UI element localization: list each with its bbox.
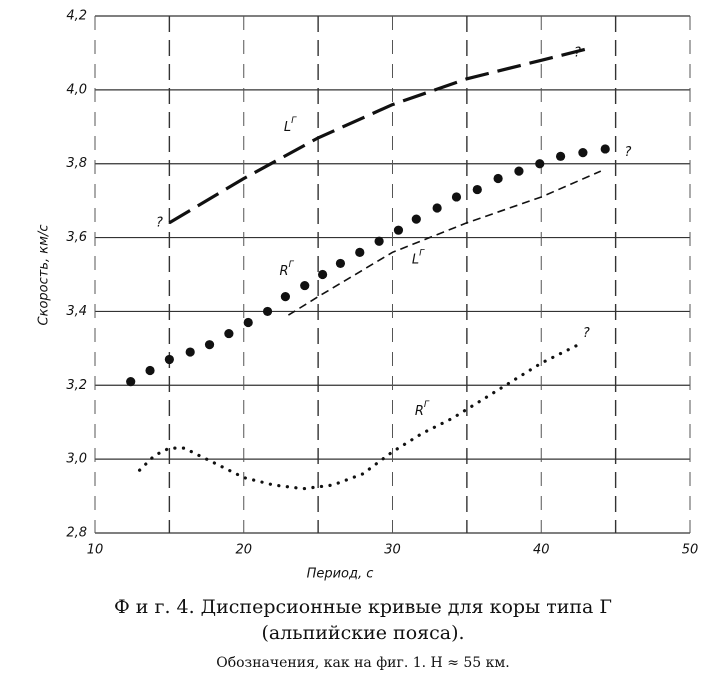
x-tick-label: 20 (235, 543, 252, 558)
x-tick-label: 30 (384, 543, 401, 558)
data-point (317, 269, 328, 280)
data-point (185, 347, 195, 357)
data-point (578, 148, 588, 158)
y-tick-label: 3,4 (66, 304, 87, 319)
caption-line: (альпийские пояса). (261, 622, 464, 644)
data-point (262, 306, 273, 317)
data-point (243, 317, 253, 328)
series-label-sup: Г (288, 259, 294, 269)
data-point (451, 192, 462, 202)
annotation: ? (625, 145, 632, 160)
series-label-name: R (279, 263, 288, 278)
data-line (138, 343, 580, 491)
data-point (514, 166, 524, 176)
x-tick-label: 50 (682, 543, 699, 558)
data-point (355, 247, 365, 257)
x-tick-label: 40 (533, 543, 550, 558)
series-label: RГ (279, 259, 294, 278)
data-point (472, 184, 482, 195)
data-point (374, 236, 384, 246)
data-point (204, 340, 215, 350)
series-label-sup: Г (291, 115, 297, 125)
series-label: LГ (284, 115, 297, 134)
annotation: ? (583, 326, 590, 341)
series-label-sup: Г (419, 248, 425, 258)
data-point (411, 214, 421, 224)
data-point (555, 151, 566, 161)
x-axis-label: Период, с (307, 567, 374, 582)
data-line (168, 47, 587, 225)
data-point (493, 173, 503, 184)
data-line (287, 170, 602, 316)
y-axis-label: Скорость, км/с (37, 225, 52, 326)
y-tick-label: 2,8 (66, 526, 87, 541)
series-label-name: L (284, 119, 291, 134)
data-point (300, 280, 310, 291)
data-point (600, 144, 610, 154)
data-point (145, 365, 155, 376)
data-point (280, 292, 290, 302)
annotation: ? (574, 45, 581, 60)
data-point (335, 258, 346, 269)
data-point (164, 354, 174, 365)
series-label: LГ (412, 248, 425, 267)
data-point (224, 328, 234, 339)
caption-line: Ф и г. 4. Дисперсионные кривые для коры … (114, 596, 612, 618)
y-tick-label: 4,2 (66, 9, 87, 24)
y-tick-label: 4,0 (66, 82, 87, 97)
series-label: RГ (415, 400, 430, 419)
series-label-sup: Г (424, 400, 430, 410)
annotation: ? (156, 215, 163, 230)
data-point (126, 376, 136, 387)
series-label-name: R (415, 404, 424, 419)
y-tick-label: 3,2 (66, 378, 87, 393)
data-point (393, 225, 404, 235)
x-tick-label: 10 (87, 543, 104, 558)
data-point (432, 203, 442, 213)
series-label-name: L (412, 252, 419, 267)
caption-note: Обозначения, как на фиг. 1. H ≈ 55 км. (216, 655, 510, 671)
y-tick-label: 3,6 (66, 230, 87, 245)
data-point (535, 159, 545, 169)
y-tick-label: 3,8 (66, 156, 87, 171)
y-tick-label: 3,0 (66, 452, 87, 467)
